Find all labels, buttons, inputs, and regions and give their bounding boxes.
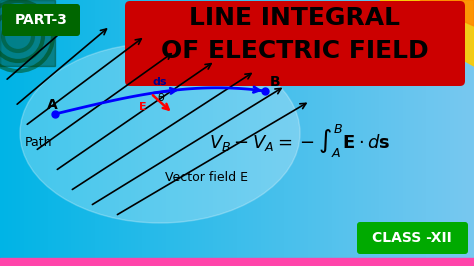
Polygon shape xyxy=(0,0,55,66)
Text: B: B xyxy=(270,75,281,89)
Text: LINE INTEGRAL: LINE INTEGRAL xyxy=(190,6,401,30)
Text: ds: ds xyxy=(153,77,167,87)
Text: $V_B - V_A = -\int_A^B \mathbf{E} \cdot d\mathbf{s}$: $V_B - V_A = -\int_A^B \mathbf{E} \cdot … xyxy=(209,122,391,160)
Text: OF ELECTRIC FIELD: OF ELECTRIC FIELD xyxy=(161,39,429,63)
Text: Vector field E: Vector field E xyxy=(165,171,248,184)
Text: E: E xyxy=(139,102,146,112)
Polygon shape xyxy=(420,0,474,26)
Text: θ: θ xyxy=(158,93,164,103)
FancyBboxPatch shape xyxy=(2,4,80,36)
Text: Path: Path xyxy=(25,136,53,149)
Polygon shape xyxy=(380,0,474,66)
Ellipse shape xyxy=(20,43,300,223)
FancyBboxPatch shape xyxy=(125,1,465,86)
Text: PART-3: PART-3 xyxy=(15,13,67,27)
Text: CLASS -XII: CLASS -XII xyxy=(372,231,452,245)
Text: A: A xyxy=(47,98,58,112)
Polygon shape xyxy=(0,258,474,266)
FancyBboxPatch shape xyxy=(357,222,468,254)
